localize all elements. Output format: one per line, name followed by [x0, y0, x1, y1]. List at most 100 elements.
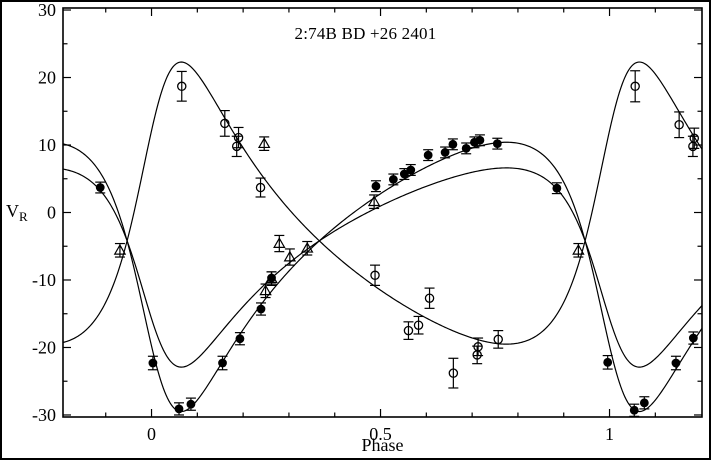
data-point-open-circle: [403, 321, 414, 340]
data-point-open-circle: [233, 126, 244, 149]
data-point-open-circle: [413, 315, 424, 335]
data-point-open-circle: [473, 337, 484, 357]
series-primary-filled-circles: [95, 134, 699, 417]
data-point-filled-circle: [688, 331, 699, 345]
filled-circle-marker: [603, 357, 613, 367]
open-triangle-marker: [113, 243, 127, 255]
data-point-filled-circle: [629, 403, 640, 417]
blended-curve: [63, 167, 702, 368]
filled-circle-marker: [186, 399, 196, 409]
filled-circle-marker: [552, 183, 562, 193]
y-tick-label: 30: [38, 0, 56, 20]
data-point-open-triangle: [259, 283, 272, 299]
data-point-filled-circle: [670, 355, 681, 371]
series-secondary-open-circles: [176, 70, 700, 389]
data-point-open-circle: [255, 177, 266, 198]
data-point-filled-circle: [95, 181, 106, 194]
open-triangle-marker: [265, 272, 278, 284]
data-point-open-triangle: [113, 242, 127, 258]
filled-circle-marker: [406, 165, 416, 175]
filled-circle-marker: [371, 181, 381, 191]
open-circle-marker: [177, 81, 187, 92]
data-point-filled-circle: [370, 180, 381, 193]
filled-circle-marker: [639, 398, 649, 408]
data-point-open-circle: [674, 111, 685, 139]
data-point-filled-circle: [399, 168, 410, 181]
data-point-filled-circle: [447, 138, 458, 151]
data-point-filled-circle: [440, 146, 451, 159]
open-circle-marker: [233, 132, 244, 143]
data-point-open-circle: [448, 357, 459, 389]
y-tick-label: -30: [32, 405, 56, 425]
data-point-filled-circle: [147, 355, 158, 371]
x-tick-label: 0.5: [369, 424, 392, 444]
data-point-open-circle: [424, 287, 435, 309]
filled-circle-marker: [399, 169, 409, 179]
data-point-open-triangle: [367, 194, 381, 210]
y-axis-label: VR: [6, 201, 28, 225]
data-point-open-circle: [689, 127, 700, 149]
data-point-open-triangle: [273, 234, 286, 253]
data-point-open-circle: [370, 264, 381, 286]
open-triangle-marker: [367, 195, 381, 207]
filled-circle-marker: [256, 304, 266, 314]
data-point-open-circle: [630, 70, 641, 103]
open-circle-marker: [413, 320, 424, 330]
axis-ticks: [63, 8, 702, 417]
open-triangle-marker: [283, 250, 297, 262]
y-tick-label: 10: [38, 135, 56, 155]
y-axis-label-main: V: [6, 201, 19, 221]
plot-title: 2:74B BD +26 2401: [294, 24, 437, 43]
data-point-open-triangle: [265, 271, 278, 286]
data-point-open-triangle: [283, 248, 297, 266]
y-tick-label: -20: [32, 337, 56, 357]
filled-circle-marker: [235, 334, 245, 344]
filled-circle-marker: [461, 143, 471, 153]
data-point-filled-circle: [217, 355, 228, 371]
filled-circle-marker: [388, 175, 398, 184]
series-blended-open-triangles: [113, 136, 585, 299]
open-circle-marker: [403, 325, 414, 336]
secondary-curve: [63, 61, 702, 345]
filled-circle-marker: [440, 148, 450, 157]
data-point-filled-circle: [405, 163, 416, 176]
x-tick-labels: 0 0.5 1: [147, 424, 614, 444]
data-point-filled-circle: [461, 142, 472, 155]
data-point-filled-circle: [185, 397, 196, 411]
data-point-open-circle: [219, 109, 230, 137]
open-circle-marker: [674, 120, 684, 130]
open-circle-marker: [255, 182, 266, 193]
open-triangle-marker: [572, 243, 585, 255]
filled-circle-marker: [629, 405, 639, 415]
y-tick-label: -10: [32, 270, 56, 290]
open-triangle-marker: [273, 237, 286, 248]
primary-curve: [63, 141, 702, 413]
data-point-filled-circle: [602, 354, 613, 370]
data-point-filled-circle: [492, 137, 503, 150]
open-circle-marker: [689, 133, 700, 144]
filled-circle-marker: [218, 358, 227, 368]
filled-circle-marker: [174, 404, 184, 414]
x-axis-label: Phase: [361, 435, 404, 455]
data-point-open-circle: [176, 70, 187, 102]
open-circle-marker: [220, 118, 230, 129]
open-circle-marker: [493, 334, 503, 345]
data-point-filled-circle: [474, 134, 485, 147]
filled-circle-marker: [688, 333, 698, 343]
filled-circle-marker: [148, 358, 158, 368]
data-point-open-triangle: [301, 240, 314, 256]
data-point-open-circle: [231, 135, 242, 158]
open-circle-marker: [448, 368, 459, 378]
data-point-open-circle: [493, 330, 504, 349]
filled-circle-marker: [448, 139, 458, 149]
y-axis-label-subscript: R: [19, 209, 28, 224]
x-tick-label: 1: [605, 424, 614, 444]
open-circle-marker: [424, 293, 435, 303]
open-circle-marker: [630, 81, 640, 92]
data-point-filled-circle: [174, 402, 185, 416]
data-point-open-triangle: [572, 242, 585, 258]
open-circle-marker: [473, 342, 483, 352]
